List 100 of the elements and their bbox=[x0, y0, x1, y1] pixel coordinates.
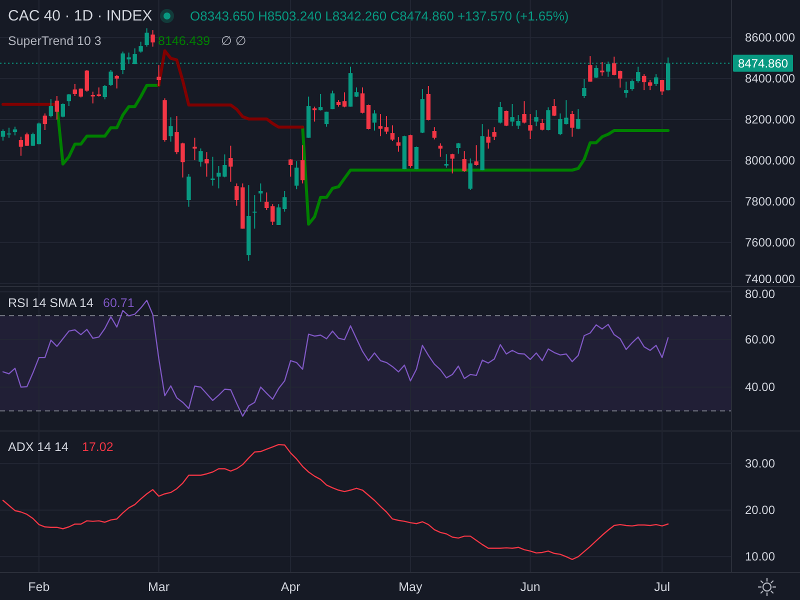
candlestick bbox=[372, 110, 377, 132]
candlestick bbox=[6, 127, 12, 138]
candlestick bbox=[72, 83, 77, 97]
candlestick bbox=[630, 78, 634, 92]
candlestick bbox=[504, 110, 508, 127]
candlestick bbox=[90, 91, 95, 104]
candlestick bbox=[198, 148, 203, 168]
candlestick bbox=[102, 84, 107, 100]
candlestick bbox=[492, 126, 496, 141]
line-series bbox=[2, 300, 669, 417]
candlestick bbox=[294, 160, 299, 190]
x-tick-label: May bbox=[398, 580, 423, 594]
annotation: ∅ ∅ bbox=[221, 34, 246, 48]
candlestick bbox=[378, 114, 383, 137]
y-tick-label: 8000.000 bbox=[745, 154, 796, 168]
candlestick bbox=[300, 144, 305, 184]
annotation: 8146.439 bbox=[158, 34, 210, 48]
candlestick bbox=[150, 30, 155, 48]
candlestick bbox=[588, 56, 592, 82]
candlestick bbox=[204, 152, 209, 178]
x-tick-label: Jul bbox=[654, 580, 670, 594]
candlestick bbox=[108, 70, 113, 86]
candlestick bbox=[342, 92, 347, 108]
candlestick bbox=[624, 81, 628, 98]
line-series bbox=[2, 444, 669, 560]
candlestick bbox=[24, 132, 30, 146]
candlestick bbox=[84, 70, 89, 92]
candlestick bbox=[318, 93, 323, 112]
text: ADX 14 14 bbox=[8, 440, 69, 454]
candlestick bbox=[168, 116, 173, 142]
candlestick bbox=[456, 142, 460, 154]
ref-line-label: 8474.860 bbox=[738, 56, 788, 70]
candlestick bbox=[270, 204, 275, 226]
candlestick bbox=[264, 192, 269, 211]
x-tick-label: Apr bbox=[280, 580, 300, 594]
x-tick-label: Jun bbox=[520, 580, 540, 594]
candlestick bbox=[546, 106, 550, 131]
candlestick bbox=[642, 74, 646, 91]
text: RSI 14 SMA 14 bbox=[8, 296, 94, 310]
candlestick bbox=[660, 79, 664, 96]
candlestick bbox=[648, 80, 652, 91]
y-tick-label: 8600.000 bbox=[745, 30, 796, 45]
candlestick bbox=[54, 96, 60, 120]
candlestick bbox=[228, 145, 233, 182]
y-tick-label: 7400.000 bbox=[745, 272, 796, 286]
candlestick bbox=[432, 126, 437, 140]
candlestick bbox=[18, 136, 24, 156]
y-tick-label: 8400.000 bbox=[745, 72, 796, 86]
candlestick bbox=[0, 128, 6, 142]
candlestick bbox=[462, 150, 466, 172]
x-tick-label: Mar bbox=[148, 580, 170, 594]
candlestick bbox=[582, 78, 586, 99]
candlestick bbox=[114, 74, 119, 89]
candlestick bbox=[390, 124, 395, 142]
candlestick bbox=[48, 98, 54, 118]
y-tick-label: 30.00 bbox=[745, 456, 776, 471]
candlestick bbox=[258, 182, 263, 202]
candlestick bbox=[282, 190, 287, 212]
candlestick bbox=[474, 144, 478, 166]
candlestick bbox=[534, 110, 538, 127]
annotation: 60.71 bbox=[103, 296, 134, 310]
candlestick bbox=[42, 112, 48, 130]
candlestick bbox=[60, 102, 66, 118]
candlestick bbox=[66, 93, 72, 107]
y-tick-label: 60.00 bbox=[745, 332, 776, 346]
candlestick bbox=[498, 101, 502, 124]
candlestick bbox=[30, 132, 36, 146]
candlestick bbox=[528, 114, 532, 140]
candlestick bbox=[144, 28, 149, 48]
candlestick bbox=[570, 110, 574, 138]
y-tick-label: 10.00 bbox=[745, 550, 776, 564]
annotation: O8343.650 H8503.240 L8342.260 C8474.860 +137.570 (+1.65%) bbox=[190, 8, 569, 24]
candlestick bbox=[636, 66, 640, 84]
y-tick-label: 40.00 bbox=[745, 380, 776, 394]
y-tick-label: 80.00 bbox=[745, 287, 776, 301]
candlestick bbox=[576, 108, 580, 130]
candlestick bbox=[330, 90, 335, 110]
candlestick bbox=[186, 174, 191, 208]
candlestick bbox=[450, 153, 454, 174]
candlestick bbox=[600, 62, 604, 76]
candlestick bbox=[36, 122, 42, 145]
annotation: 17.02 bbox=[82, 440, 114, 454]
candlestick bbox=[540, 118, 544, 131]
candlestick bbox=[156, 64, 161, 86]
candlestick bbox=[414, 146, 419, 170]
candlestick bbox=[138, 41, 143, 54]
candlestick bbox=[366, 104, 371, 130]
candlestick bbox=[276, 204, 281, 226]
y-tick-label: 20.00 bbox=[745, 503, 776, 518]
y-tick-label: 7600.000 bbox=[745, 235, 796, 250]
candlestick bbox=[552, 98, 556, 117]
text: CAC 40 · 1D · INDEX bbox=[8, 8, 152, 24]
annotation: SuperTrend 10 3 bbox=[8, 34, 102, 48]
candlestick bbox=[486, 128, 490, 150]
candlestick bbox=[522, 100, 526, 124]
candlestick bbox=[252, 194, 257, 230]
candlestick bbox=[360, 86, 365, 114]
x-tick-label: Feb bbox=[28, 580, 50, 594]
candlestick bbox=[210, 156, 215, 186]
candlestick bbox=[654, 74, 658, 86]
